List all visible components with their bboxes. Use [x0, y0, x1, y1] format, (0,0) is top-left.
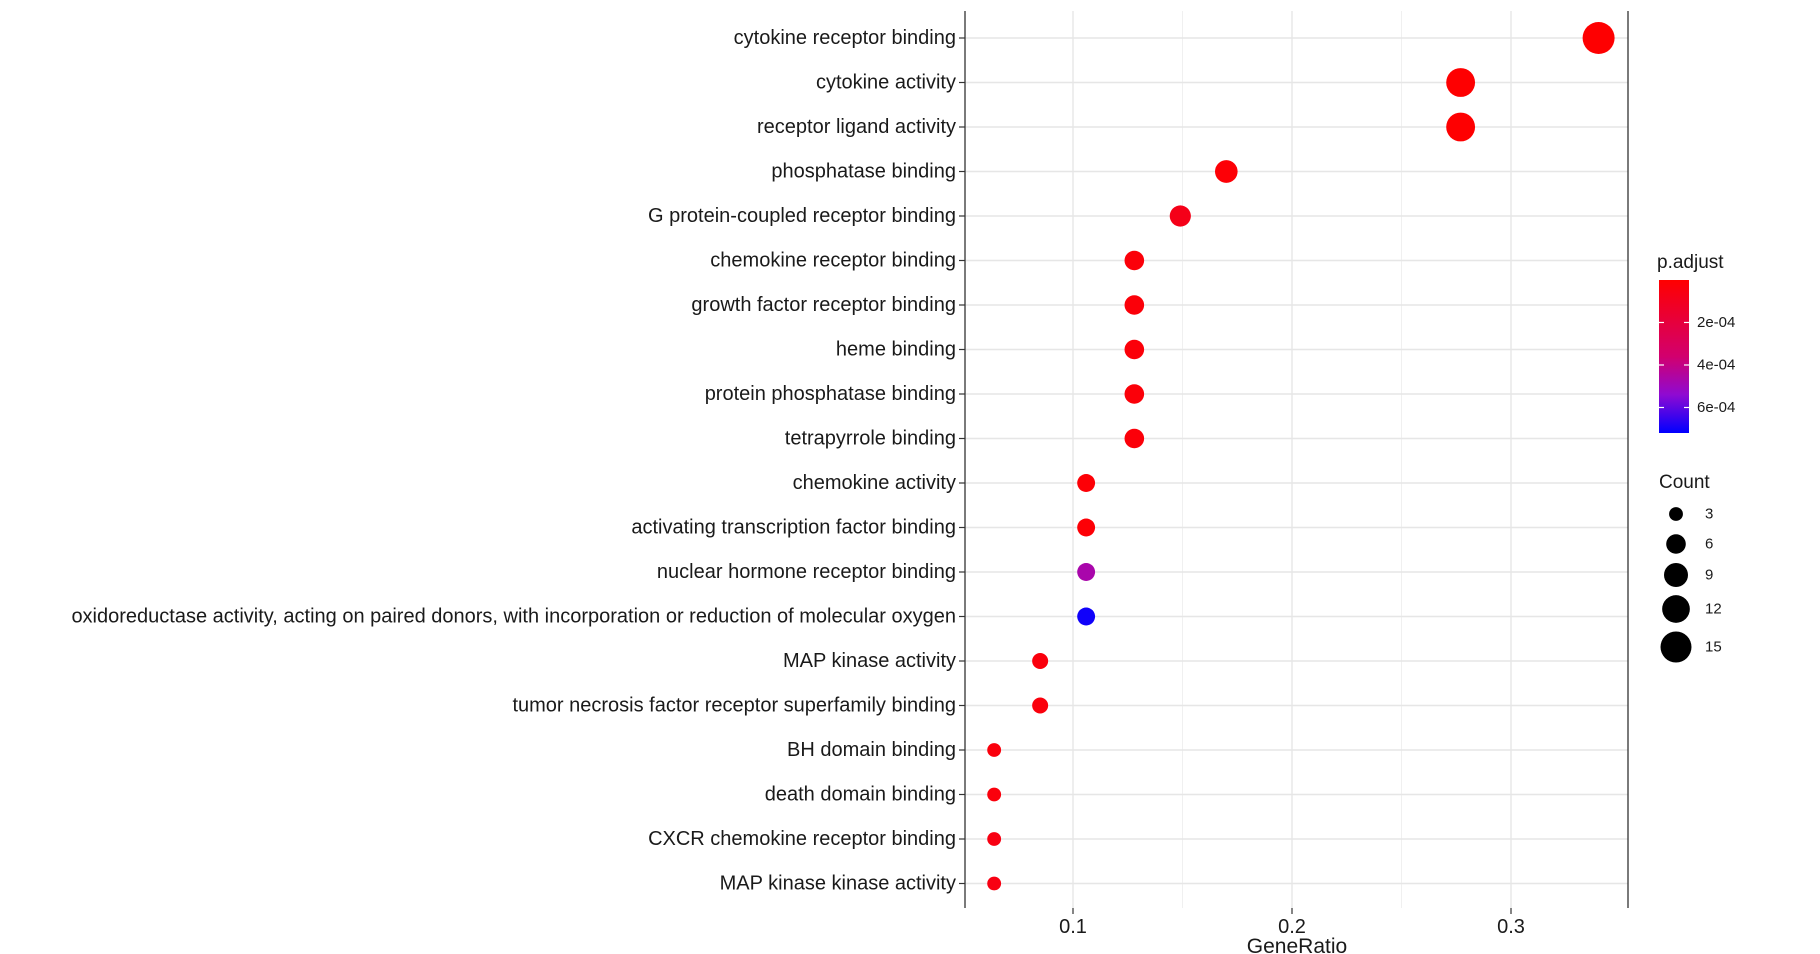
y-tick-label: MAP kinase kinase activity [720, 873, 956, 895]
y-tick-label: tumor necrosis factor receptor superfami… [512, 695, 956, 717]
y-tick-label: G protein-coupled receptor binding [648, 205, 956, 227]
y-tick-label: nuclear hormone receptor binding [657, 561, 956, 583]
x-tick-label: 0.3 [1497, 916, 1525, 938]
x-tick-labels: 0.1 0.2 0.3 [1059, 908, 1525, 938]
y-tick-label: death domain binding [765, 784, 956, 806]
dot-point [1124, 250, 1145, 271]
dot-point [1446, 68, 1476, 97]
dot-point [987, 743, 1002, 757]
dot-point [1582, 22, 1615, 54]
size-legend-dot [1669, 507, 1683, 521]
data-points [987, 22, 1615, 891]
y-tick-label: growth factor receptor binding [691, 294, 956, 316]
y-tick-label: chemokine receptor binding [710, 250, 956, 272]
x-tick-label: 0.1 [1059, 916, 1087, 938]
dot-point [1124, 295, 1145, 315]
y-tick-label: activating transcription factor binding [631, 517, 956, 539]
size-legend-dot [1666, 534, 1686, 554]
y-tick-label: phosphatase binding [771, 161, 956, 183]
dot-point [1032, 653, 1049, 669]
size-legend: Count 3 6 9 12 15 [1659, 472, 1722, 663]
size-legend-label: 9 [1705, 567, 1713, 584]
color-legend: p.adjust 2e-04 4e-04 6e-04 [1657, 252, 1735, 433]
dot-point [1124, 428, 1145, 449]
color-legend-title: p.adjust [1657, 252, 1724, 273]
size-legend-dot [1664, 563, 1688, 587]
y-tick-label: protein phosphatase binding [705, 383, 956, 405]
dot-point [1446, 112, 1476, 142]
y-tick-label: heme binding [836, 339, 956, 361]
color-legend-label: 2e-04 [1697, 314, 1735, 331]
dot-point [1169, 205, 1191, 227]
size-legend-label: 15 [1705, 639, 1722, 656]
dot-point [1077, 563, 1096, 581]
color-legend-label: 4e-04 [1697, 356, 1735, 373]
y-tick-label: chemokine activity [793, 472, 956, 494]
x-axis-title: GeneRatio [1247, 935, 1347, 954]
y-tick-label: tetrapyrrole binding [785, 428, 956, 450]
y-tick-label: MAP kinase activity [783, 650, 956, 672]
size-legend-title: Count [1659, 472, 1710, 493]
size-legend-label: 3 [1705, 506, 1713, 523]
y-tick-label: receptor ligand activity [757, 116, 956, 138]
y-tick-label: BH domain binding [787, 739, 956, 761]
y-tick-labels: cytokine receptor binding cytokine activi… [71, 27, 965, 895]
y-tick-label: cytokine receptor binding [734, 27, 956, 49]
dot-point [987, 876, 1002, 891]
dot-point [1124, 384, 1145, 404]
size-legend-label: 6 [1705, 536, 1713, 553]
y-tick-label: cytokine activity [816, 72, 956, 94]
size-legend-dot [1660, 631, 1692, 663]
dot-point [1214, 160, 1238, 183]
dot-point [1124, 339, 1145, 360]
dot-point [1077, 607, 1096, 626]
dot-point [987, 832, 1002, 846]
dot-point [987, 787, 1002, 802]
size-legend-dot [1662, 595, 1690, 623]
y-tick-label: CXCR chemokine receptor binding [648, 828, 956, 850]
grid-lines [965, 11, 1628, 908]
y-tick-label: oxidoreductase activity, acting on paire… [71, 606, 956, 628]
size-legend-label: 12 [1705, 601, 1722, 618]
color-legend-label: 6e-04 [1697, 399, 1735, 416]
x-tick-label: 0.2 [1278, 916, 1306, 938]
dot-point [1032, 697, 1049, 714]
color-legend-bar [1659, 280, 1689, 433]
dot-point [1077, 518, 1096, 537]
dot-point [1077, 474, 1096, 492]
